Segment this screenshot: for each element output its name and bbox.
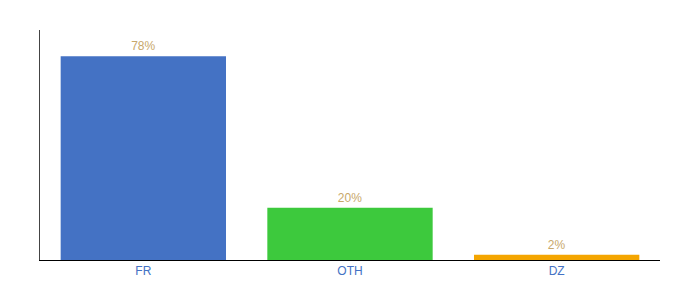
svg-text:78%: 78% <box>131 39 155 53</box>
svg-text:OTH: OTH <box>337 264 362 278</box>
svg-text:FR: FR <box>135 264 151 278</box>
svg-text:DZ: DZ <box>549 264 565 278</box>
svg-text:2%: 2% <box>548 238 566 252</box>
svg-text:20%: 20% <box>338 191 362 205</box>
